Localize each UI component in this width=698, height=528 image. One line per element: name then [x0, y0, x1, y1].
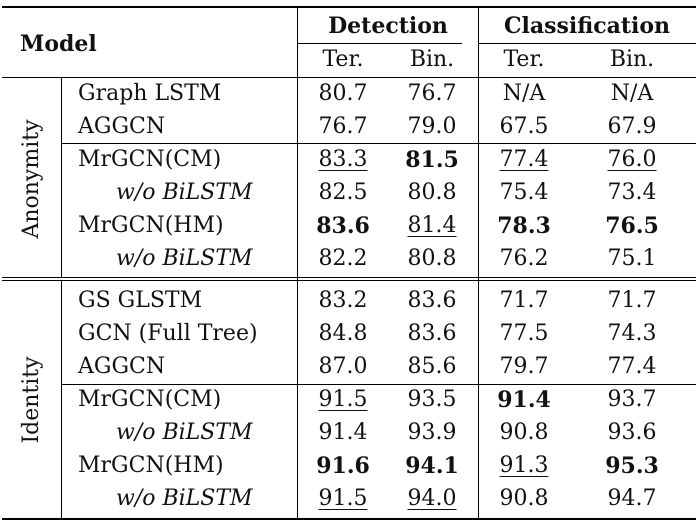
model-name: MrGCN(CM) [78, 147, 222, 172]
score-cell: 74.3 [607, 321, 657, 346]
score-cell: 76.0 [607, 147, 657, 172]
header-model: Model [20, 31, 97, 57]
score-cell: 90.8 [499, 486, 549, 511]
model-name: GCN (Full Tree) [78, 321, 258, 346]
score-cell: 80.8 [407, 246, 457, 271]
model-name: AGGCN [78, 354, 166, 379]
group-separator-rule [2, 277, 696, 278]
header-classification: Classification [503, 13, 671, 39]
model-name: GS GLSTM [78, 288, 203, 313]
classification-underline [479, 43, 696, 44]
score-cell: 77.5 [499, 321, 549, 346]
identity-mid-rule [62, 384, 696, 385]
score-cell: 82.5 [318, 180, 368, 205]
model-name: AGGCN [78, 114, 166, 139]
score-cell: 83.3 [318, 147, 368, 172]
score-cell: 67.5 [499, 114, 549, 139]
model-name-ablation: w/o BiLSTM [116, 246, 253, 271]
model-name: MrGCN(HM) [78, 213, 224, 238]
score-cell: 94.1 [405, 453, 459, 479]
score-cell: 75.1 [607, 246, 657, 271]
score-cell: 83.2 [318, 288, 368, 313]
header-detection: Detection [328, 13, 448, 39]
vrule-detection [478, 8, 479, 518]
subheader-cls-ter: Ter. [503, 47, 545, 72]
score-cell: N/A [610, 81, 654, 106]
score-cell: 76.5 [605, 213, 659, 239]
score-cell: 79.0 [407, 114, 457, 139]
model-name-ablation: w/o BiLSTM [116, 420, 253, 445]
detection-underline [298, 43, 462, 44]
score-cell: 85.6 [407, 354, 457, 379]
score-cell: 91.5 [318, 387, 368, 412]
model-name: Graph LSTM [78, 81, 222, 106]
score-cell: 94.0 [407, 486, 457, 511]
header-rule [2, 77, 696, 78]
subheader-cls-bin: Bin. [609, 47, 655, 72]
score-cell: 73.4 [607, 180, 657, 205]
vrule-group-2 [61, 281, 62, 518]
score-cell: 81.4 [407, 213, 457, 238]
score-cell: 91.5 [318, 486, 368, 511]
score-cell: 79.7 [499, 354, 549, 379]
score-cell: 78.3 [497, 213, 551, 239]
score-cell: 93.7 [607, 387, 657, 412]
score-cell: 77.4 [499, 147, 549, 172]
score-cell: 82.2 [318, 246, 368, 271]
group-separator-rule-2 [2, 280, 696, 281]
score-cell: 83.6 [316, 213, 370, 239]
score-cell: 93.9 [407, 420, 457, 445]
score-cell: 83.6 [407, 288, 457, 313]
score-cell: 80.8 [407, 180, 457, 205]
model-name-ablation: w/o BiLSTM [116, 486, 253, 511]
score-cell: 91.6 [316, 453, 370, 479]
score-cell: 77.4 [607, 354, 657, 379]
score-cell: 87.0 [318, 354, 368, 379]
subheader-det-bin: Bin. [409, 47, 455, 72]
score-cell: N/A [502, 81, 546, 106]
score-cell: 93.6 [607, 420, 657, 445]
score-cell: 80.7 [318, 81, 368, 106]
score-cell: 95.3 [605, 453, 659, 479]
model-name-ablation: w/o BiLSTM [116, 180, 253, 205]
score-cell: 84.8 [318, 321, 368, 346]
score-cell: 71.7 [607, 288, 657, 313]
score-cell: 76.7 [407, 81, 457, 106]
score-cell: 76.2 [499, 246, 549, 271]
score-cell: 90.8 [499, 420, 549, 445]
model-name: MrGCN(HM) [78, 453, 224, 478]
score-cell: 83.6 [407, 321, 457, 346]
model-name: MrGCN(CM) [78, 387, 222, 412]
score-cell: 76.7 [318, 114, 368, 139]
anonymity-mid-rule [62, 143, 696, 144]
vrule-group [61, 78, 62, 277]
top-rule [2, 6, 696, 8]
score-cell: 67.9 [607, 114, 657, 139]
score-cell: 91.4 [497, 387, 551, 413]
subheader-det-ter: Ter. [322, 47, 364, 72]
vrule-model [297, 8, 298, 518]
score-cell: 71.7 [499, 288, 549, 313]
bottom-rule [2, 518, 696, 520]
score-cell: 81.5 [405, 147, 459, 173]
score-cell: 94.7 [607, 486, 657, 511]
score-cell: 91.3 [499, 453, 549, 478]
score-cell: 75.4 [499, 180, 549, 205]
group-label-anonymity: Anonymity [19, 119, 44, 239]
score-cell: 93.5 [407, 387, 457, 412]
score-cell: 91.4 [318, 420, 368, 445]
group-label-identity: Identity [19, 356, 44, 444]
